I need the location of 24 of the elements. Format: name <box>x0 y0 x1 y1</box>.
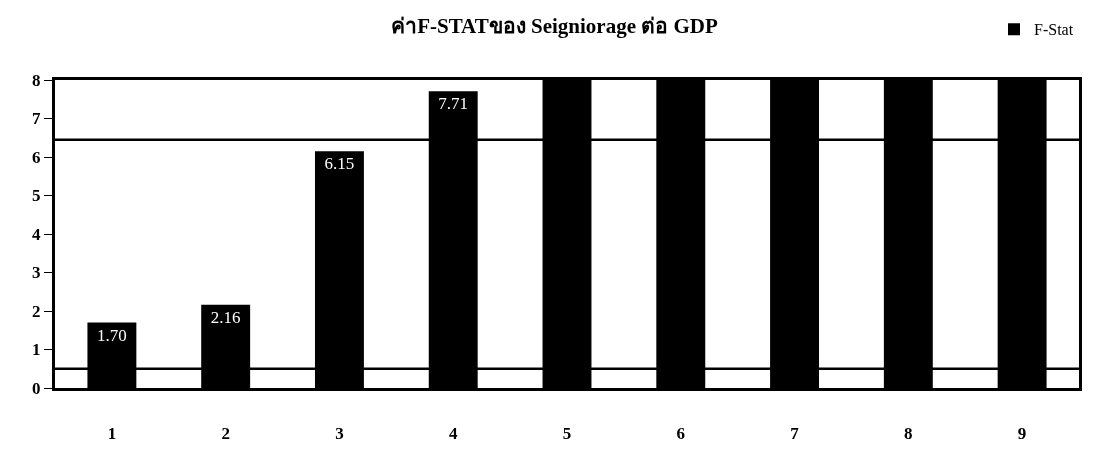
x-tick-label: 2 <box>221 424 230 444</box>
y-tick-label: 5 <box>32 186 41 206</box>
x-tick-label: 6 <box>676 424 686 444</box>
x-tick-label: 9 <box>1017 424 1027 444</box>
data-label: 7.71 <box>438 94 469 114</box>
data-label: 2.16 <box>210 307 241 327</box>
legend-label: F-Stat <box>1034 21 1074 39</box>
data-label: 1.70 <box>97 325 127 345</box>
x-tick-label: 5 <box>562 424 572 444</box>
x-tick-label: 3 <box>335 424 344 444</box>
chart-title: ค่าF-STATของ Seigniorage ต่อ GDP <box>391 14 718 39</box>
y-tick-label: 1 <box>32 340 41 360</box>
y-tick-label: 8 <box>32 70 41 90</box>
data-label: 6.15 <box>324 154 355 174</box>
y-tick-label: 2 <box>32 301 41 321</box>
y-tick-label: 3 <box>32 263 41 283</box>
x-tick-label: 7 <box>790 424 800 444</box>
y-tick-label: 6 <box>32 147 41 167</box>
x-tick-label: 4 <box>448 424 458 444</box>
y-tick-label: 4 <box>32 224 42 244</box>
x-tick-label: 1 <box>107 424 117 444</box>
x-tick-label: 8 <box>904 424 913 444</box>
y-tick-label: 0 <box>32 378 41 398</box>
y-tick-label: 7 <box>32 109 42 129</box>
